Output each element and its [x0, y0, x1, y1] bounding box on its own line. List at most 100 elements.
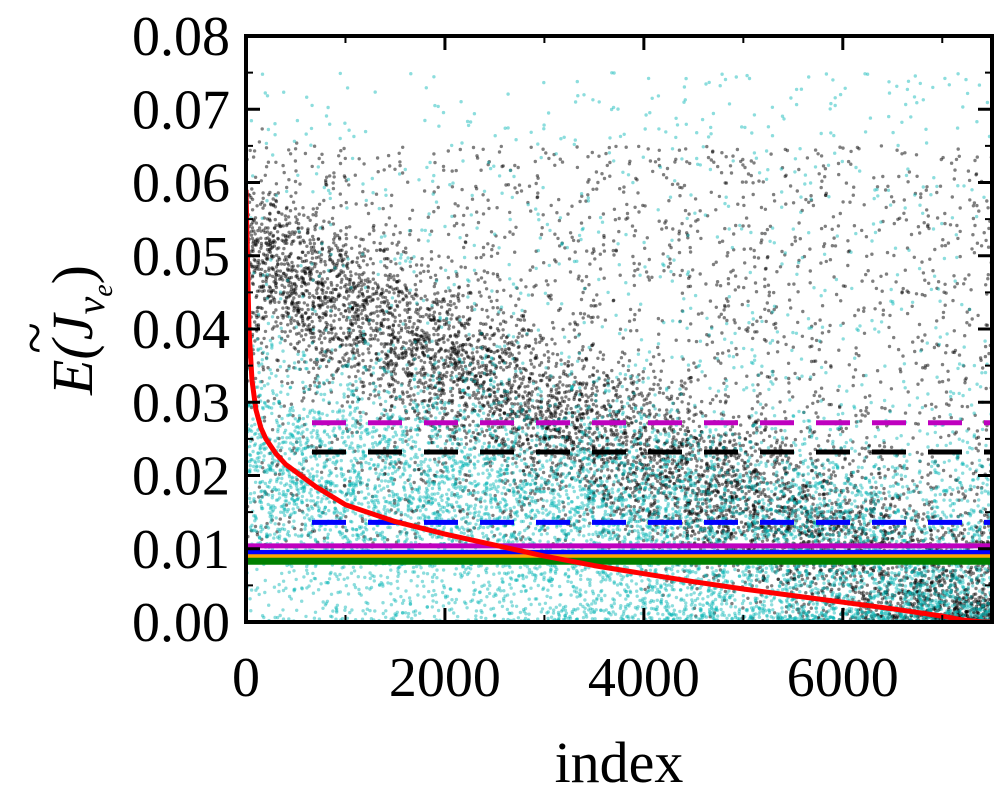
black-data-point — [292, 526, 297, 531]
black-data-point — [311, 245, 316, 249]
black-data-point — [859, 409, 863, 413]
black-data-point — [793, 511, 798, 515]
black-data-point — [290, 380, 294, 385]
black-data-point — [910, 304, 914, 308]
black-data-point — [314, 213, 318, 218]
black-data-point — [436, 332, 440, 337]
black-data-point — [957, 353, 962, 357]
black-data-point — [686, 284, 690, 289]
black-data-point — [578, 311, 583, 316]
black-data-point — [969, 288, 973, 292]
black-data-point — [519, 505, 524, 509]
black-data-point — [958, 206, 962, 210]
black-data-point — [293, 347, 298, 351]
black-data-point — [920, 452, 924, 456]
black-data-point — [687, 368, 691, 372]
black-data-point — [436, 205, 440, 210]
black-data-point — [347, 282, 352, 287]
black-data-point — [450, 169, 454, 173]
black-data-point — [415, 348, 419, 352]
black-data-point — [971, 216, 976, 221]
black-data-point — [479, 321, 483, 326]
black-data-point — [264, 274, 268, 278]
black-data-point — [934, 405, 938, 409]
black-data-point — [856, 308, 861, 312]
black-data-point — [969, 570, 973, 574]
black-data-point — [596, 180, 600, 185]
black-data-point — [937, 415, 942, 419]
black-data-point — [616, 480, 620, 484]
black-data-point — [329, 283, 334, 287]
black-data-point — [373, 394, 377, 398]
black-data-point — [865, 436, 869, 440]
black-data-point — [255, 204, 259, 208]
black-data-point — [844, 576, 848, 580]
black-data-point — [577, 441, 581, 446]
black-data-point — [783, 410, 787, 414]
black-data-point — [976, 449, 980, 453]
black-data-point — [745, 430, 750, 435]
black-data-point — [932, 345, 937, 350]
black-data-point — [557, 435, 561, 439]
black-data-point — [567, 340, 571, 344]
black-data-point — [353, 311, 357, 315]
black-data-point — [466, 415, 470, 419]
black-data-point — [542, 353, 547, 357]
black-data-point — [637, 144, 641, 149]
black-data-point — [747, 489, 751, 494]
black-data-point — [523, 385, 527, 389]
black-data-point — [321, 160, 325, 165]
black-data-point — [778, 567, 783, 571]
black-data-point — [687, 212, 691, 216]
black-data-point — [432, 210, 436, 214]
black-data-point — [647, 278, 652, 282]
black-data-point — [681, 437, 685, 442]
black-data-point — [354, 374, 358, 379]
black-data-point — [396, 251, 400, 255]
black-data-point — [429, 414, 433, 418]
black-data-point — [401, 401, 405, 405]
black-data-point — [971, 204, 976, 208]
black-data-point — [280, 212, 284, 216]
black-data-point — [734, 223, 738, 228]
black-data-point — [484, 322, 488, 326]
black-data-point — [763, 277, 767, 281]
black-data-point — [502, 288, 506, 292]
black-data-point — [748, 510, 752, 514]
black-data-point — [724, 399, 728, 403]
black-data-point — [605, 163, 609, 168]
black-data-point — [957, 154, 961, 158]
black-data-point — [304, 348, 309, 352]
black-data-point — [338, 192, 342, 196]
black-data-point — [715, 280, 720, 284]
black-data-point — [464, 334, 468, 338]
black-data-point — [868, 394, 872, 398]
black-data-point — [339, 229, 343, 233]
black-data-point — [253, 524, 258, 529]
black-data-point — [618, 273, 622, 277]
black-data-point — [846, 489, 850, 494]
black-data-point — [577, 356, 581, 361]
black-data-point — [371, 319, 375, 323]
black-data-point — [576, 277, 580, 281]
black-data-point — [547, 378, 552, 382]
black-data-point — [604, 429, 608, 433]
black-data-point — [549, 203, 553, 208]
black-data-point — [916, 422, 920, 426]
black-data-point — [651, 169, 655, 174]
black-data-point — [583, 386, 587, 390]
black-data-point — [281, 306, 285, 310]
black-data-point — [696, 378, 700, 382]
black-data-point — [828, 528, 832, 532]
black-data-point — [643, 449, 648, 453]
black-data-point — [832, 236, 836, 240]
black-data-point — [760, 539, 765, 544]
black-data-point — [557, 386, 561, 390]
black-data-point — [749, 247, 753, 251]
black-data-point — [372, 228, 376, 233]
black-data-point — [432, 310, 437, 314]
black-data-point — [960, 417, 964, 421]
black-data-point — [823, 224, 827, 228]
black-data-point — [808, 345, 812, 349]
black-data-point — [278, 277, 282, 281]
